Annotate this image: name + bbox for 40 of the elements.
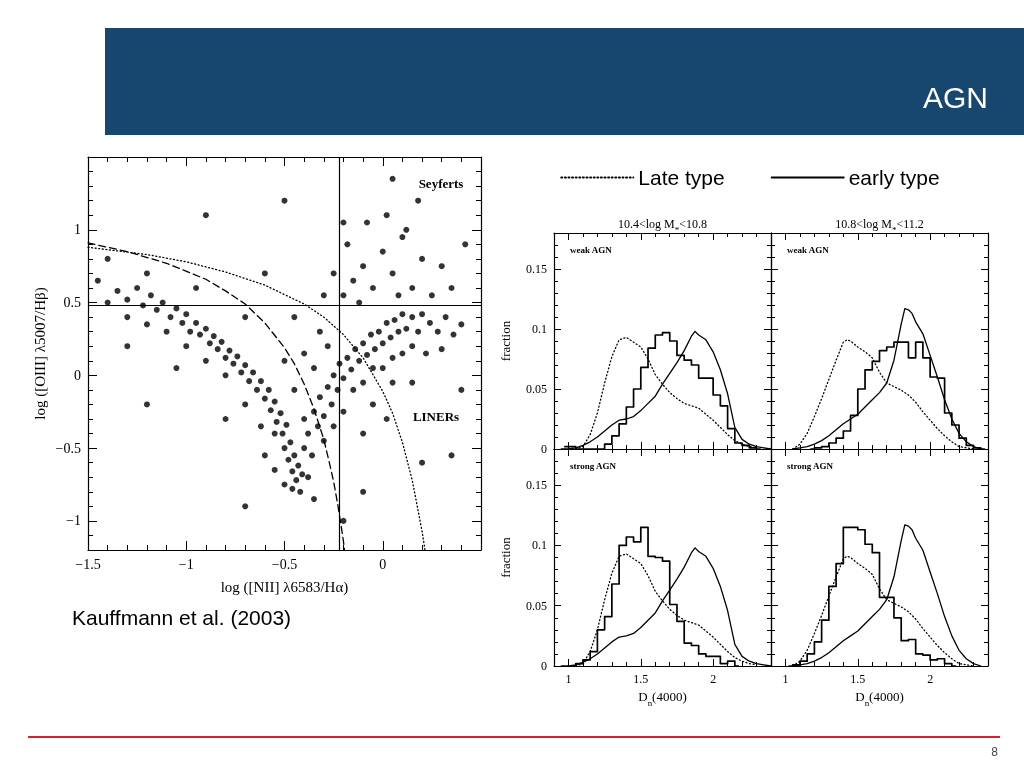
- text: AGN: [922, 80, 988, 114]
- y-axis-title: log ([OIII] λ5007/Hβ): [32, 287, 50, 420]
- y-tick-label: 0.15: [526, 262, 547, 276]
- annotation: weak AGN: [787, 245, 830, 255]
- y-tick-label: −1: [66, 513, 81, 529]
- y-tick-label: 0.05: [526, 598, 547, 613]
- y-tick-label: 0: [74, 367, 81, 383]
- chart-title: 10.8<log M*<11.2: [835, 217, 924, 235]
- y-tick-label: 0.05: [526, 382, 547, 396]
- y-tick-label: 0.15: [526, 478, 547, 493]
- x-tick-label: −1.5: [75, 556, 101, 572]
- annotation: LINERs: [412, 408, 460, 424]
- annotation: strong AGN: [787, 461, 834, 471]
- text: 8: [991, 745, 999, 759]
- y-tick-label: 0: [541, 442, 547, 456]
- annotation: weak AGN: [570, 245, 613, 255]
- legend-label: early type: [848, 166, 940, 189]
- y-tick-label: 0.1: [532, 538, 547, 553]
- x-axis-title: log ([NII] λ6583/Hα): [220, 579, 349, 597]
- annotation: Seyferts: [418, 175, 464, 191]
- chart-title: 10.4<log M*<10.8: [617, 217, 708, 235]
- y-tick-label: 1: [74, 222, 81, 238]
- x-tick-label: 1: [782, 672, 789, 686]
- y-axis-title: fraction: [498, 320, 513, 362]
- y-tick-label: −0.5: [55, 440, 81, 456]
- x-tick-label: 1.5: [850, 672, 866, 686]
- x-tick-label: 0: [379, 556, 387, 572]
- y-tick-label: 0.1: [532, 322, 547, 336]
- x-tick-label: 2: [927, 672, 934, 686]
- x-tick-label: 1: [565, 672, 572, 686]
- x-tick-label: −1: [178, 556, 194, 572]
- y-axis-title: fraction: [498, 536, 513, 578]
- text: Kauffmann et al. (2003): [72, 605, 292, 629]
- x-tick-label: −0.5: [271, 556, 298, 572]
- legend-label: Late type: [638, 166, 725, 189]
- annotation: strong AGN: [570, 461, 617, 471]
- x-tick-label: 2: [710, 672, 717, 686]
- y-tick-label: 0: [541, 659, 547, 673]
- y-tick-label: 0.5: [63, 295, 81, 311]
- x-tick-label: 1.5: [633, 672, 649, 686]
